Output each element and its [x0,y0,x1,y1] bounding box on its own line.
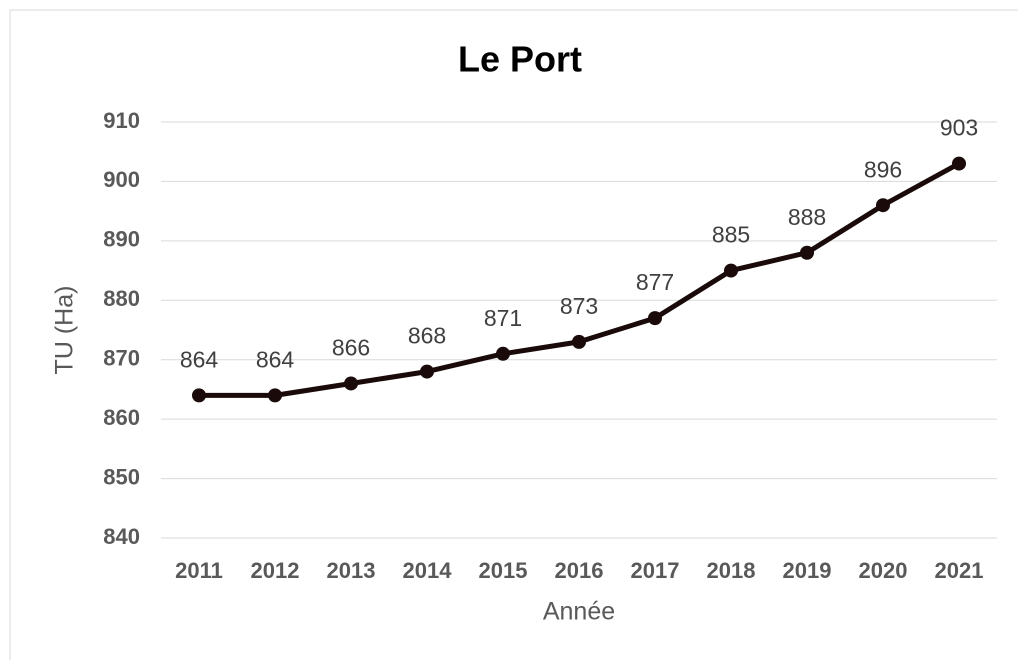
y-tick-label: 850 [103,464,140,489]
data-point [876,198,890,213]
y-tick-label: 910 [103,108,140,133]
data-label: 868 [408,323,446,349]
data-point [420,364,434,379]
y-tick-label: 870 [103,346,140,371]
data-point [800,245,814,260]
data-point [724,263,738,278]
data-label: 873 [560,293,598,319]
x-tick-label: 2016 [555,558,604,583]
x-tick-label: 2015 [479,558,528,583]
data-label: 877 [636,269,674,295]
data-point [572,334,586,349]
data-point [192,388,206,403]
data-label: 866 [332,335,370,361]
data-label: 896 [864,156,902,182]
x-tick-label: 2011 [175,558,223,583]
data-label: 903 [940,115,978,141]
data-point [648,311,662,326]
x-tick-label: 2021 [935,558,984,583]
data-label: 864 [180,346,219,372]
data-label: 871 [484,305,522,331]
x-axis-label: Année [543,598,615,626]
data-point [952,156,966,171]
y-tick-label: 880 [103,286,140,311]
x-tick-label: 2020 [859,558,908,583]
y-axis-label: TU (Ha) [51,286,79,375]
data-point [496,346,510,361]
y-tick-label: 840 [103,524,140,549]
x-tick-label: 2014 [403,558,453,583]
chart-title: Le Port [458,39,582,80]
x-tick-label: 2012 [251,558,300,583]
y-tick-label: 890 [103,227,140,252]
data-label: 864 [256,346,295,372]
x-tick-label: 2013 [327,558,376,583]
data-label: 888 [788,204,826,230]
data-label: 885 [712,222,750,248]
x-tick-label: 2018 [707,558,756,583]
x-tick-label: 2017 [631,558,680,583]
chart-frame [9,9,1018,660]
data-point [344,376,358,391]
data-point [268,388,282,403]
x-tick-label: 2019 [783,558,832,583]
y-tick-label: 900 [103,167,140,192]
y-tick-label: 860 [103,405,140,430]
